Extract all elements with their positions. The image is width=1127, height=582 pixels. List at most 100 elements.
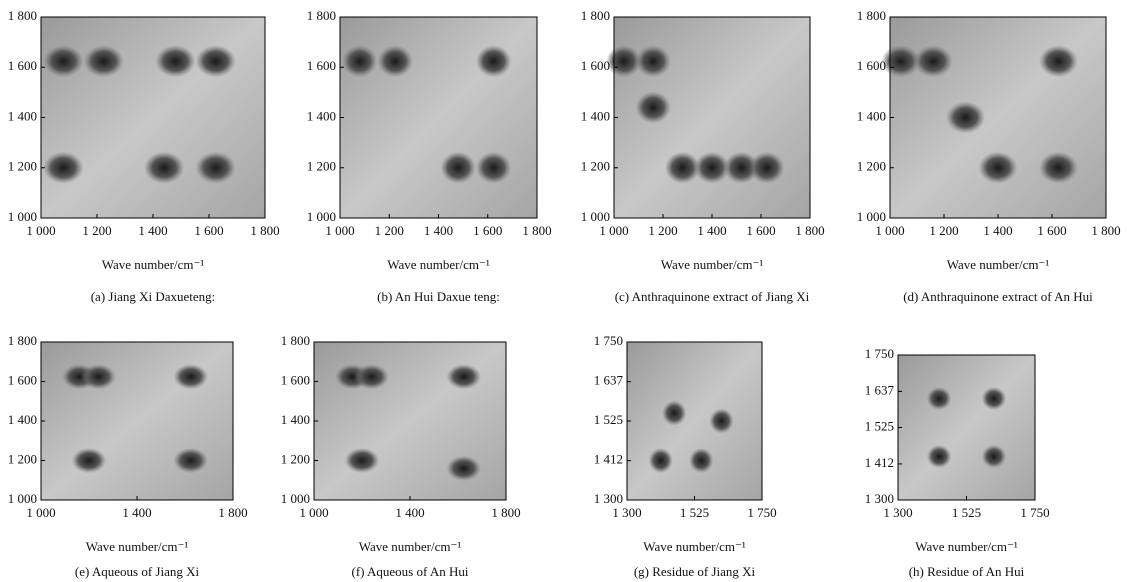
x-tick-label: 1 800 — [795, 223, 824, 238]
y-tick-label: 1 600 — [307, 58, 336, 73]
x-tick-label: 1 600 — [194, 223, 223, 238]
y-tick-label: 1 200 — [581, 159, 610, 174]
contour-shading — [196, 152, 236, 184]
contour-shading — [982, 387, 1007, 410]
contour-shading — [446, 364, 481, 389]
x-tick-label: 1 750 — [747, 505, 776, 520]
contour-shading — [440, 152, 475, 184]
contour-shading — [709, 408, 733, 433]
y-tick-label: 1 200 — [8, 451, 37, 466]
y-tick-label: 1 600 — [281, 372, 310, 387]
contour-background — [41, 17, 265, 218]
x-tick-label: 1 000 — [26, 505, 55, 520]
contour-shading — [43, 45, 83, 77]
panel: 1 000 1 200 1 400 1 600 1 800 1 000 1 200 1 400… — [581, 8, 825, 304]
y-tick-label: 1 000 — [8, 209, 37, 224]
y-tick-label: 1 400 — [581, 108, 610, 123]
contour-shading — [84, 45, 124, 77]
x-tick-label: 1 000 — [599, 223, 628, 238]
y-tick-label: 1 000 — [281, 491, 310, 506]
y-tick-label: 1 600 — [581, 58, 610, 73]
contour-shading — [342, 45, 377, 77]
x-tick-label: 1 200 — [929, 223, 958, 238]
caption: (a) Jiang Xi Daxueteng: — [91, 289, 216, 304]
x-tick-label: 1 200 — [82, 223, 111, 238]
y-tick-label: 1 000 — [857, 209, 886, 224]
y-tick-label: 1 400 — [857, 108, 886, 123]
contour-shading — [476, 152, 511, 184]
contour-background — [41, 342, 233, 500]
x-tick-label: 1 750 — [1020, 505, 1049, 520]
y-tick-label: 1 000 — [581, 209, 610, 224]
y-tick-label: 1 800 — [281, 333, 310, 348]
y-tick-label: 1 637 — [594, 373, 624, 388]
y-tick-label: 1 400 — [8, 412, 37, 427]
contour-shading — [354, 364, 389, 389]
y-tick-label: 1 200 — [281, 451, 310, 466]
x-tick-label: 1 600 — [473, 223, 502, 238]
x-tick-label: 1 400 — [697, 223, 726, 238]
x-axis-label: Wave number/cm⁻¹ — [643, 539, 746, 554]
contour-background — [340, 17, 537, 218]
y-tick-label: 1 525 — [594, 412, 623, 427]
caption: (f) Aqueous of An Hui — [352, 564, 469, 579]
contour-shading — [1039, 45, 1078, 77]
y-tick-label: 1 600 — [857, 58, 886, 73]
x-tick-label: 1 800 — [250, 223, 279, 238]
contour-shading — [173, 364, 208, 389]
y-tick-label: 1 200 — [307, 159, 336, 174]
caption: (c) Anthraquinone extract of Jiang Xi — [615, 289, 810, 304]
y-tick-label: 1 800 — [857, 8, 886, 23]
x-tick-label: 1 600 — [746, 223, 775, 238]
contour-shading — [914, 45, 953, 77]
x-tick-label: 1 200 — [648, 223, 677, 238]
y-tick-label: 1 750 — [865, 346, 894, 361]
y-tick-label: 1 412 — [594, 452, 623, 467]
contour-shading — [72, 448, 107, 473]
x-tick-label: 1 200 — [375, 223, 404, 238]
y-tick-label: 1 600 — [8, 372, 37, 387]
y-tick-label: 1 750 — [594, 333, 623, 348]
contour-shading — [446, 456, 481, 481]
x-tick-label: 1 300 — [883, 505, 912, 520]
contour-shading — [155, 45, 195, 77]
x-axis-label: Wave number/cm⁻¹ — [915, 539, 1018, 554]
contour-shading — [946, 101, 985, 133]
x-tick-label: 1 400 — [395, 505, 424, 520]
x-axis-label: Wave number/cm⁻¹ — [86, 539, 189, 554]
y-tick-label: 1 412 — [865, 455, 894, 470]
contour-shading — [173, 448, 208, 473]
y-tick-label: 1 300 — [865, 491, 894, 506]
caption: (h) Residue of An Hui — [909, 564, 1025, 579]
contour-shading — [144, 152, 184, 184]
contour-shading — [476, 45, 511, 77]
contour-shading — [982, 445, 1007, 468]
x-tick-label: 1 800 — [218, 505, 247, 520]
x-tick-label: 1 000 — [26, 223, 55, 238]
y-tick-label: 1 800 — [8, 333, 37, 348]
panel: 1 0001 4001 8001 0001 2001 4001 6001 800… — [8, 333, 248, 579]
x-axis-label: Wave number/cm⁻¹ — [661, 257, 764, 272]
y-tick-label: 1 600 — [8, 58, 37, 73]
contour-shading — [749, 152, 784, 184]
x-tick-label: 1 400 — [424, 223, 453, 238]
contour-background — [898, 355, 1035, 500]
y-tick-label: 1 000 — [8, 491, 37, 506]
contour-shading — [665, 152, 700, 184]
contour-shading — [662, 400, 686, 425]
contour-background — [890, 17, 1106, 218]
y-tick-label: 1 637 — [865, 382, 895, 397]
x-tick-label: 1 525 — [680, 505, 709, 520]
y-tick-label: 1 800 — [8, 8, 37, 23]
y-tick-label: 1 400 — [8, 108, 37, 123]
x-tick-label: 1 525 — [952, 505, 981, 520]
x-tick-label: 1 000 — [299, 505, 328, 520]
contour-shading — [1039, 152, 1078, 184]
y-tick-label: 1 800 — [581, 8, 610, 23]
x-tick-label: 1 300 — [612, 505, 641, 520]
contour-shading — [43, 152, 83, 184]
x-tick-label: 1 000 — [325, 223, 354, 238]
